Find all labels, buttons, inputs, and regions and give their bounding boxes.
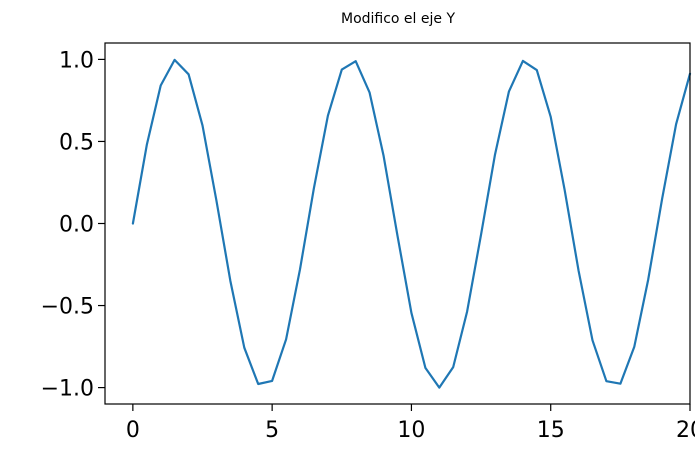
x-tick-label: 10: [397, 418, 425, 443]
y-axis: 1.0 0.5 0.0 −0.5 −1.0: [41, 48, 105, 402]
x-axis: 0 5 10 15 20: [126, 404, 695, 443]
y-tick-label: −0.5: [41, 295, 94, 320]
series-line: [131, 58, 692, 389]
plot-frame: [104, 42, 691, 405]
plot-area: [104, 42, 692, 405]
x-tick-label: 15: [537, 418, 565, 443]
y-tick-label: 1.0: [59, 48, 94, 73]
x-tick-label: 0: [126, 418, 140, 443]
y-tick-label: 0.0: [59, 213, 94, 238]
chart-title: Modifico el eje Y: [341, 11, 455, 27]
x-tick-label: 5: [265, 418, 279, 443]
x-tick-label: 20: [676, 418, 695, 443]
y-tick-label: 0.5: [59, 130, 94, 155]
y-tick-label: −1.0: [41, 377, 94, 402]
